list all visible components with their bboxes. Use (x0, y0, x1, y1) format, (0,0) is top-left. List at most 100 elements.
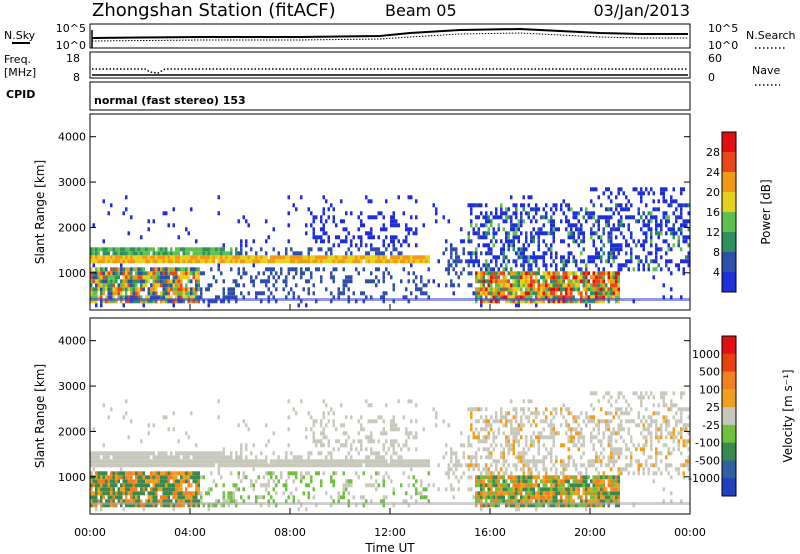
range-cell (410, 399, 413, 404)
range-cell (255, 291, 258, 296)
range-cell (415, 403, 418, 408)
range-cell (525, 279, 528, 284)
range-cell (370, 451, 373, 456)
range-cell (245, 255, 248, 260)
range-cell (602, 491, 605, 496)
range-cell (497, 255, 500, 260)
range-cell (510, 431, 513, 436)
range-cell (507, 283, 510, 288)
range-cell (360, 223, 363, 228)
range-cell (182, 251, 185, 256)
range-cell (602, 279, 605, 284)
range-cell (625, 455, 628, 460)
range-cell (552, 231, 555, 236)
range-cell (627, 411, 630, 416)
range-cell (215, 459, 218, 464)
range-cell (152, 475, 155, 480)
range-cell (397, 399, 400, 404)
range-cell (250, 479, 253, 484)
range-cell (240, 251, 243, 256)
range-cell (365, 399, 368, 404)
range-cell (182, 495, 185, 500)
range-cell (602, 287, 605, 292)
range-cell (142, 487, 145, 492)
range-cell (522, 455, 525, 460)
range-cell (492, 295, 495, 300)
range-cell (150, 503, 153, 508)
range-cell (160, 479, 163, 484)
range-cell (420, 275, 423, 280)
range-cell (137, 471, 140, 476)
range-cell (515, 503, 518, 508)
range-cell (172, 303, 175, 308)
range-cell (612, 499, 615, 504)
range-cell (505, 263, 508, 268)
range-cell (150, 275, 153, 280)
range-cell (320, 275, 323, 280)
range-cell (175, 491, 178, 496)
range-cell (550, 411, 553, 416)
range-cell (292, 203, 295, 208)
range-cell (612, 279, 615, 284)
range-cell (287, 271, 290, 276)
range-cell (340, 219, 343, 224)
range-cell (120, 455, 123, 460)
range-cell (292, 499, 295, 504)
range-cell (127, 503, 130, 508)
range-cell (567, 435, 570, 440)
range-cell (335, 267, 338, 272)
range-cell (680, 295, 683, 300)
range-cell (657, 467, 660, 472)
range-cell (95, 479, 98, 484)
range-cell (570, 235, 573, 240)
range-cell (147, 299, 150, 304)
range-cell (500, 475, 503, 480)
range-cell (287, 427, 290, 432)
range-cell (505, 479, 508, 484)
range-cell (590, 215, 593, 220)
range-cell (620, 219, 623, 224)
range-cell (220, 503, 223, 508)
range-cell (120, 299, 123, 304)
range-cell (480, 211, 483, 216)
range-cell (347, 463, 350, 468)
range-cell (645, 223, 648, 228)
range-cell (610, 495, 613, 500)
range-cell (312, 439, 315, 444)
range-cell (560, 423, 563, 428)
range-cell (547, 275, 550, 280)
range-cell (507, 243, 510, 248)
range-cell (270, 291, 273, 296)
range-cell (392, 423, 395, 428)
range-cell (237, 219, 240, 224)
range-cell (545, 479, 548, 484)
range-cell (512, 439, 515, 444)
range-cell (505, 443, 508, 448)
range-cell (515, 419, 518, 424)
range-cell (537, 295, 540, 300)
range-cell (120, 259, 123, 264)
range-cell (477, 447, 480, 452)
range-cell (337, 459, 340, 464)
range-cell (255, 463, 258, 468)
range-cell (110, 483, 113, 488)
range-cell (385, 291, 388, 296)
range-cell (392, 459, 395, 464)
range-cell (285, 487, 288, 492)
range-cell (650, 215, 653, 220)
range-cell (592, 215, 595, 220)
range-cell (365, 499, 368, 504)
range-cell (307, 455, 310, 460)
range-cell (575, 415, 578, 420)
range-cell (477, 235, 480, 240)
range-cell (200, 475, 203, 480)
range-cell (522, 247, 525, 252)
range-cell (367, 279, 370, 284)
range-cell (390, 223, 393, 228)
range-cell (100, 479, 103, 484)
range-cell (637, 267, 640, 272)
range-cell (152, 455, 155, 460)
range-cell (545, 491, 548, 496)
range-cell (110, 459, 113, 464)
velocity-ylabel: Slant Range [km] (33, 364, 47, 468)
